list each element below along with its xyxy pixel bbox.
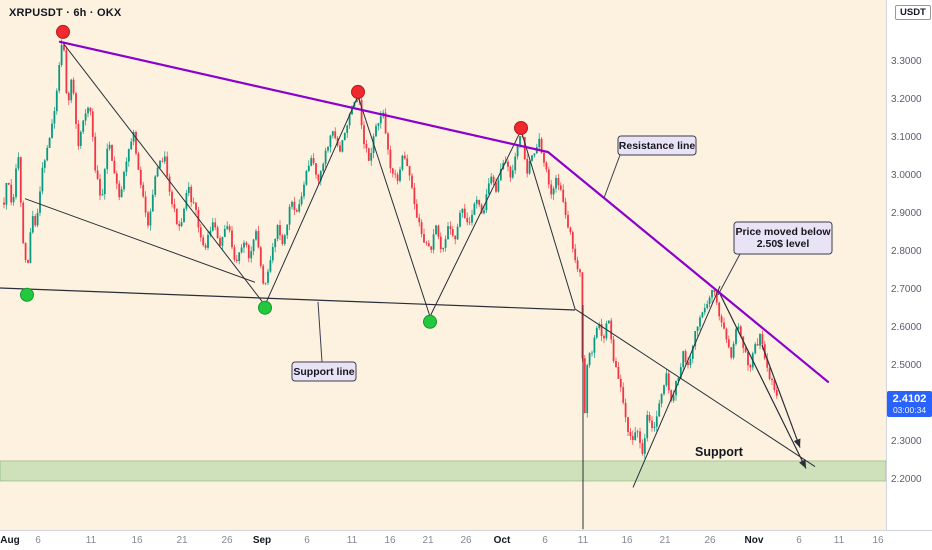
time-label: 6 [304,535,310,546]
time-label: 26 [460,535,472,546]
time-label: 6 [542,535,548,546]
time-label: 16 [131,535,143,546]
support-touch-dot[interactable] [258,300,272,315]
candles [3,39,778,459]
price-tick: 3.3000 [891,56,922,67]
pattern-line[interactable] [520,130,576,310]
time-label: 21 [659,535,671,546]
time-label: 11 [346,535,358,546]
price-tick: 2.5000 [891,360,922,371]
pattern-line[interactable] [429,130,522,317]
chart-plot[interactable]: Resistance line Price moved below 2.50$ le… [0,0,886,530]
current-price-badge: 2.4102 03:00:34 [887,391,932,417]
resistance-touch-dot[interactable] [514,121,528,135]
price-axis[interactable]: USDT 3.3000 3.2000 3.1000 3.0000 2.9000 2.800… [886,0,932,530]
time-label: 11 [577,535,589,546]
price-axis-unit[interactable]: USDT [895,5,931,20]
svg-text:Resistance line: Resistance line [619,140,696,152]
price-tick: 2.8000 [891,246,922,257]
time-label: 11 [85,535,97,546]
pattern-line[interactable] [24,198,256,283]
price-tick: 2.9000 [891,208,922,219]
pattern-line[interactable] [632,285,721,488]
price-tick: 3.1000 [891,132,922,143]
time-label-month: Aug [0,535,20,546]
time-label: 11 [833,535,845,546]
callout-label[interactable]: Support line [291,301,357,382]
support-zone[interactable] [0,460,886,482]
time-label-month: Oct [493,535,511,546]
time-label-month: Sep [252,535,272,546]
svg-text:Support line: Support line [293,366,354,378]
time-label: 6 [796,535,802,546]
resistance-line[interactable] [58,40,830,383]
time-axis[interactable]: Aug 6 11 16 21 26 Sep 6 11 16 21 26 Oct 6 11 16 21 26 Nov 6… [0,530,932,550]
pattern-line[interactable] [357,95,431,317]
time-label: 21 [422,535,434,546]
price-tick: 2.7000 [891,284,922,295]
candle-countdown: 03:00:34 [892,405,927,415]
time-label: 16 [621,535,633,546]
price-tick: 2.6000 [891,322,922,333]
pattern-line[interactable] [574,308,816,468]
price-tick: 3.0000 [891,170,922,181]
time-label: 26 [221,535,233,546]
current-price-value: 2.4102 [892,393,927,405]
time-label-month: Nov [744,535,764,546]
time-label: 16 [384,535,396,546]
trend-arrow[interactable] [717,289,807,469]
callout-label[interactable]: Resistance line [603,135,697,199]
price-tick: 2.3000 [891,436,922,447]
trend-arrow[interactable] [761,344,801,448]
time-label: 21 [176,535,188,546]
support-touch-dot[interactable] [423,314,437,329]
time-label: 26 [704,535,716,546]
support-text-label[interactable]: Support [695,445,744,459]
price-tick: 3.2000 [891,94,922,105]
pattern-line[interactable] [264,95,359,306]
price-tick: 2.2000 [891,474,922,485]
time-label: 6 [35,535,41,546]
resistance-touch-dot[interactable] [56,24,70,39]
support-line[interactable] [0,287,576,311]
time-label: 16 [872,535,884,546]
support-touch-dot[interactable] [20,287,34,302]
pattern-line[interactable] [62,42,263,302]
callout-label[interactable]: Price moved below 2.50$ level [717,221,833,296]
resistance-touch-dot[interactable] [351,84,365,99]
symbol-title[interactable]: XRPUSDT · 6h · OKX [9,7,122,19]
